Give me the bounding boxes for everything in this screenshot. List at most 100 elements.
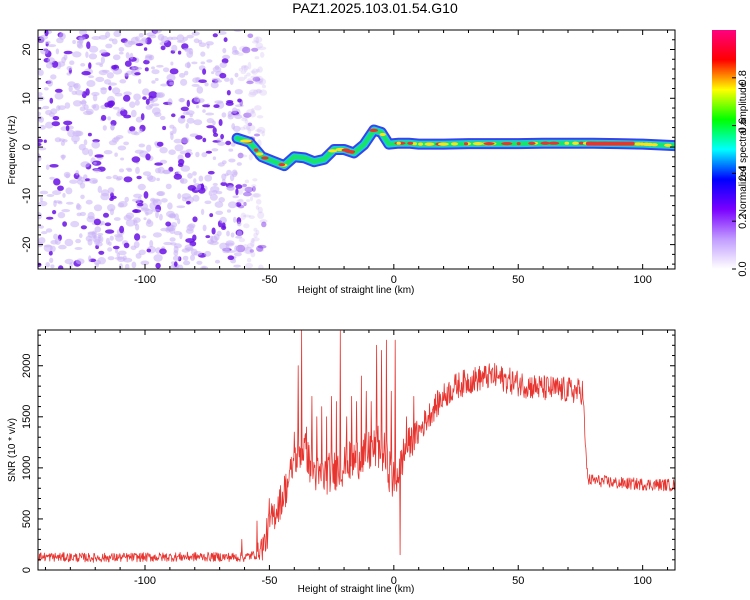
trace-core bbox=[328, 149, 338, 153]
noise-blob bbox=[219, 62, 227, 68]
noise-blob bbox=[91, 36, 101, 40]
noise-blob bbox=[87, 211, 95, 220]
noise-blob bbox=[66, 201, 74, 205]
noise-blob bbox=[214, 201, 224, 208]
noise-blob bbox=[97, 232, 104, 236]
noise-blob bbox=[85, 235, 93, 242]
noise-blob bbox=[183, 47, 193, 51]
noise-blob bbox=[41, 231, 48, 235]
noise-blob bbox=[233, 171, 238, 176]
noise-blob bbox=[241, 118, 248, 122]
noise-blob bbox=[151, 107, 161, 115]
noise-blob bbox=[65, 125, 70, 132]
colorbar-ticks: 0.0 0.2 0.4 0.6 0.8 bbox=[732, 70, 749, 277]
noise-blob bbox=[256, 245, 264, 252]
noise-blob bbox=[135, 116, 143, 123]
noise-blob bbox=[123, 214, 132, 221]
trace-core bbox=[261, 156, 269, 160]
noise-blob bbox=[148, 91, 158, 99]
noise-blob bbox=[46, 194, 55, 197]
noise-blob bbox=[141, 235, 147, 239]
noise-blob bbox=[63, 171, 71, 178]
snr-frame bbox=[37, 329, 676, 571]
noise-blob bbox=[38, 138, 43, 143]
noise-blob bbox=[45, 228, 53, 233]
noise-blob bbox=[222, 248, 227, 252]
noise-blob bbox=[216, 230, 222, 237]
noise-blob bbox=[87, 132, 92, 137]
noise-blob bbox=[187, 223, 196, 229]
noise-blob bbox=[154, 77, 159, 82]
trace-core bbox=[396, 141, 401, 145]
noise-blob bbox=[173, 250, 179, 257]
noise-blob bbox=[259, 89, 268, 96]
noise-blob bbox=[38, 225, 44, 229]
noise-blob bbox=[152, 30, 162, 34]
trace-core bbox=[516, 142, 521, 146]
noise-blob bbox=[251, 47, 259, 52]
noise-blob bbox=[201, 266, 206, 269]
spectrogram-x-tick-label: 50 bbox=[512, 274, 524, 286]
noise-blob bbox=[243, 214, 251, 218]
noise-blob bbox=[187, 185, 196, 191]
noise-blob bbox=[75, 89, 84, 96]
spectrogram-x-tick-label: 0 bbox=[391, 274, 397, 286]
noise-blob bbox=[112, 106, 120, 110]
noise-blob bbox=[72, 130, 82, 137]
noise-blob bbox=[184, 244, 194, 251]
noise-blob bbox=[105, 176, 112, 180]
noise-blob bbox=[248, 92, 257, 98]
noise-blob bbox=[119, 225, 125, 234]
noise-blob bbox=[91, 141, 100, 149]
noise-blob bbox=[58, 105, 66, 111]
noise-blob bbox=[257, 78, 264, 83]
noise-blob bbox=[255, 129, 263, 133]
noise-blob bbox=[51, 121, 60, 127]
noise-blob bbox=[46, 216, 54, 220]
noise-blob bbox=[124, 72, 130, 77]
noise-blob bbox=[230, 142, 236, 147]
noise-blob bbox=[113, 217, 121, 221]
noise-blob bbox=[241, 116, 249, 120]
noise-blob bbox=[110, 124, 115, 131]
noise-blob bbox=[104, 222, 112, 227]
noise-blob bbox=[247, 78, 253, 83]
noise-blob bbox=[190, 254, 195, 261]
noise-blob bbox=[253, 232, 258, 238]
noise-blob bbox=[218, 197, 225, 203]
noise-blob bbox=[123, 40, 133, 48]
noise-blob bbox=[205, 112, 215, 116]
noise-blob bbox=[112, 245, 120, 250]
noise-blob bbox=[67, 129, 75, 138]
noise-blob bbox=[246, 257, 252, 263]
noise-blob bbox=[221, 160, 227, 165]
noise-blob bbox=[38, 262, 42, 267]
noise-blob bbox=[227, 110, 233, 118]
noise-blob bbox=[227, 201, 238, 209]
noise-blob bbox=[54, 238, 61, 246]
snr-y-tick-label: 2000 bbox=[21, 354, 33, 378]
noise-blob bbox=[117, 202, 125, 208]
noise-blob bbox=[202, 109, 206, 113]
noise-blob bbox=[88, 75, 95, 79]
noise-blob bbox=[116, 175, 123, 181]
noise-blob bbox=[66, 72, 72, 76]
noise-blob bbox=[45, 40, 51, 45]
noise-blob bbox=[117, 250, 127, 256]
noise-blob bbox=[47, 79, 53, 87]
noise-blob bbox=[140, 113, 145, 121]
noise-blob bbox=[100, 114, 107, 121]
noise-blob bbox=[69, 179, 78, 184]
noise-blob bbox=[261, 221, 267, 228]
noise-blob bbox=[123, 176, 133, 183]
noise-blob bbox=[240, 212, 247, 220]
noise-blob bbox=[230, 232, 235, 238]
noise-blob bbox=[79, 106, 86, 112]
noise-blob bbox=[43, 139, 47, 143]
noise-blob bbox=[192, 77, 200, 83]
snr-x-tick-label: -100 bbox=[134, 575, 156, 587]
noise-blob bbox=[231, 107, 238, 114]
noise-blob bbox=[117, 145, 127, 151]
noise-blob bbox=[243, 246, 253, 254]
noise-blob bbox=[246, 72, 251, 77]
